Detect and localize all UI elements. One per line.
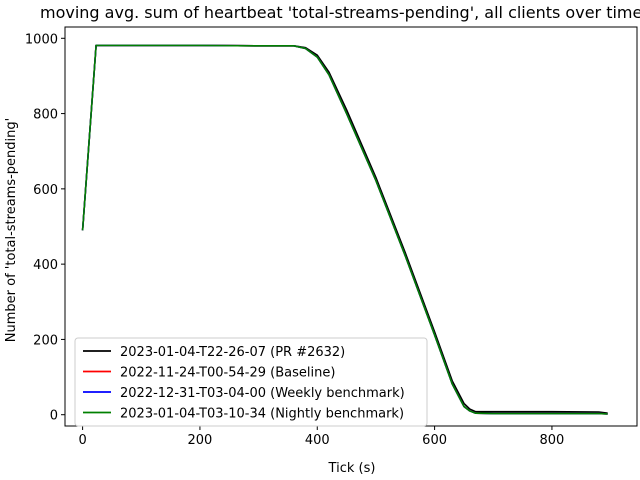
x-axis-label: Tick (s)	[328, 461, 376, 476]
x-tick-label: 200	[188, 433, 213, 448]
x-axis-ticks: 0 200 400 600 800	[78, 426, 564, 448]
legend-entry: 2023-01-04-T22-26-07 (PR #2632)	[120, 345, 345, 360]
legend: 2023-01-04-T22-26-07 (PR #2632) 2022-11-2…	[74, 337, 428, 427]
x-tick-label: 600	[422, 433, 447, 448]
chart-title: moving avg. sum of heartbeat 'total-stre…	[40, 3, 640, 22]
y-tick-label: 1000	[25, 32, 58, 47]
series-line	[81, 44, 608, 415]
y-tick-label: 200	[33, 333, 58, 348]
legend-entry: 2022-12-31-T03-04-00 (Weekly benchmark)	[120, 386, 405, 401]
legend-box	[74, 337, 428, 427]
y-axis-label: Number of 'total-streams-pending'	[4, 118, 19, 342]
legend-entry: 2022-11-24-T00-54-29 (Baseline)	[120, 366, 335, 381]
y-tick-label: 600	[33, 183, 58, 198]
y-axis-ticks: 0 200 400 600 800 1000	[25, 32, 65, 424]
legend-entry: 2023-01-04-T03-10-34 (Nightly benchmark)	[120, 407, 404, 422]
y-tick-label: 0	[50, 409, 58, 424]
y-tick-label: 400	[33, 258, 58, 273]
x-tick-label: 400	[305, 433, 330, 448]
y-tick-label: 800	[33, 108, 58, 123]
x-tick-label: 0	[78, 433, 86, 448]
x-tick-label: 800	[540, 433, 565, 448]
plot-area	[81, 44, 608, 415]
